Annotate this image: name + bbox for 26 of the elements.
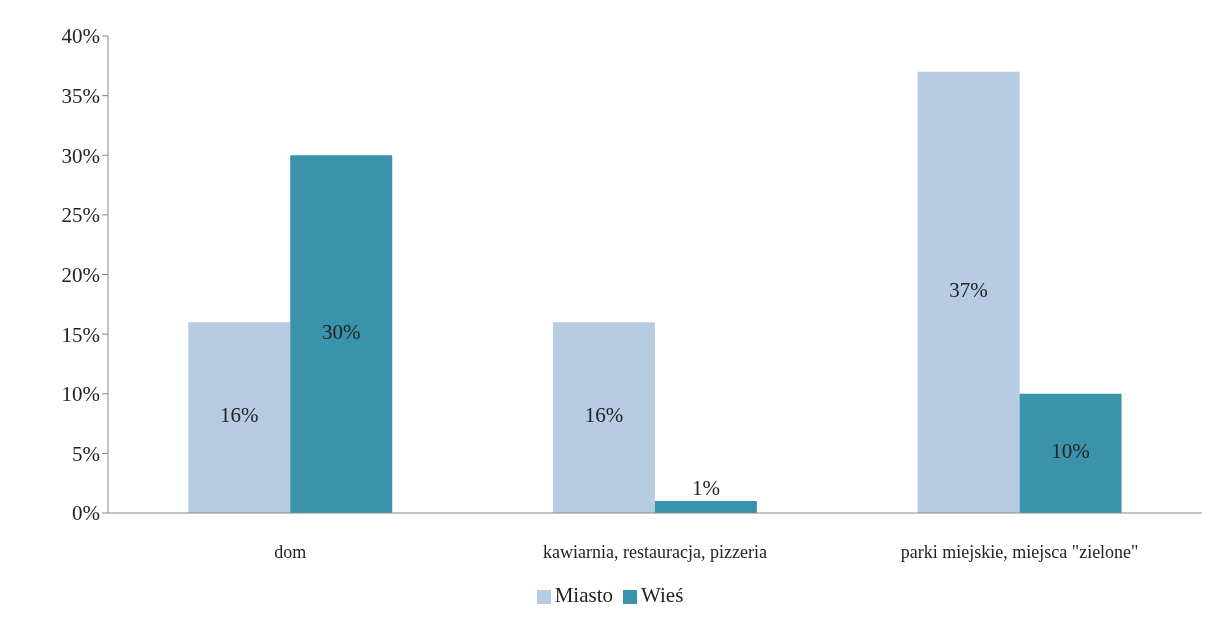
y-tick-label: 30% [61, 143, 100, 168]
legend-label: Wieś [641, 583, 684, 607]
y-tick-label: 5% [72, 441, 100, 466]
y-tick-label: 0% [72, 501, 100, 526]
y-tick-label: 35% [61, 84, 100, 109]
data-label: 10% [1051, 439, 1090, 464]
data-label: 30% [321, 319, 361, 344]
bar [290, 155, 393, 513]
y-tick-label: 10% [61, 382, 100, 407]
data-label: 37% [949, 278, 988, 303]
data-label: 16% [219, 403, 259, 428]
y-tick-label: 15% [61, 322, 100, 347]
x-tick-label: parki miejskie, miejsca "zielone" [900, 541, 1139, 562]
bar [654, 501, 757, 513]
y-tick-label: 25% [61, 203, 100, 228]
y-tick-label: 20% [61, 262, 100, 287]
bar [188, 322, 291, 513]
bar [917, 71, 1020, 513]
bar [1019, 393, 1122, 513]
bar [552, 322, 655, 513]
data-label: 16% [584, 403, 624, 428]
x-tick-label: dom [274, 541, 307, 562]
y-tick-label: 40% [61, 24, 100, 49]
legend-label: Miasto [554, 583, 614, 607]
data-label: 1% [691, 476, 720, 501]
x-tick-label: kawiarnia, restauracja, pizzeria [543, 541, 767, 562]
